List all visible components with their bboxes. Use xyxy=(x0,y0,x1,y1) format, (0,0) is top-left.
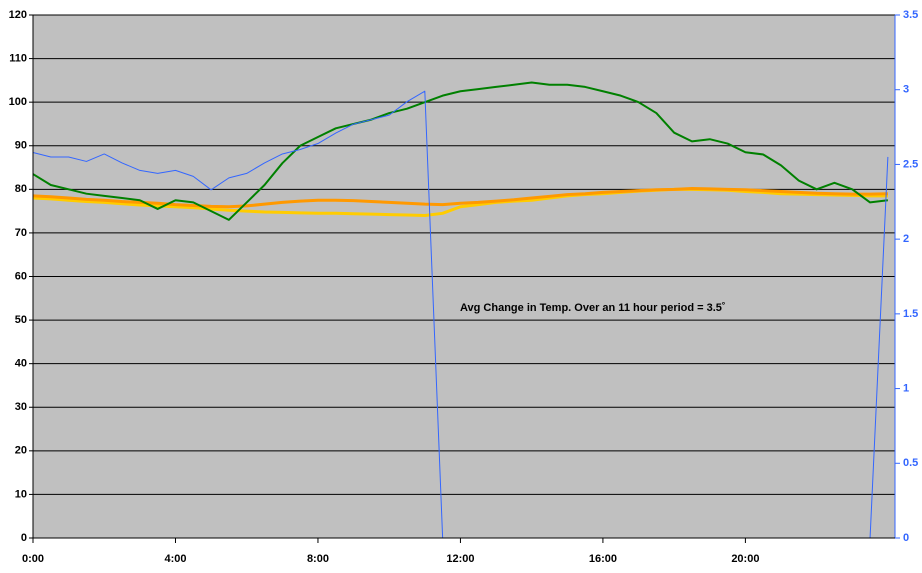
y2-tick-label: 0 xyxy=(903,532,909,544)
y2-tick-label: 2 xyxy=(903,233,909,245)
y2-tick-label: 3.5 xyxy=(903,9,918,21)
y-tick-label: 100 xyxy=(9,96,27,108)
y2-tick-label: 1 xyxy=(903,382,909,394)
y-tick-label: 10 xyxy=(15,488,27,500)
y-tick-label: 30 xyxy=(15,401,27,413)
x-tick-label: 16:00 xyxy=(589,553,617,565)
y-tick-label: 20 xyxy=(15,445,27,457)
x-tick-label: 8:00 xyxy=(307,553,329,565)
y-tick-label: 120 xyxy=(9,9,27,21)
x-tick-label: 0:00 xyxy=(22,553,44,565)
y2-tick-label: 2.5 xyxy=(903,158,918,170)
y-tick-label: 80 xyxy=(15,183,27,195)
y2-tick-label: 0.5 xyxy=(903,457,918,469)
y-tick-label: 110 xyxy=(9,52,27,64)
y2-tick-label: 3 xyxy=(903,84,909,96)
y-tick-label: 90 xyxy=(15,140,27,152)
y2-tick-label: 1.5 xyxy=(903,308,918,320)
y-tick-label: 50 xyxy=(15,314,27,326)
x-tick-label: 12:00 xyxy=(446,553,474,565)
y-tick-label: 70 xyxy=(15,227,27,239)
series-line xyxy=(32,186,888,209)
series-line xyxy=(32,187,888,217)
y-tick-label: 0 xyxy=(21,532,27,544)
y-tick-label: 60 xyxy=(15,270,27,282)
x-tick-label: 20:00 xyxy=(731,553,759,565)
y-tick-label: 40 xyxy=(15,358,27,370)
annotation: Avg Change in Temp. Over an 11 hour peri… xyxy=(460,302,726,314)
series-line xyxy=(32,81,888,221)
x-tick-label: 4:00 xyxy=(164,553,186,565)
